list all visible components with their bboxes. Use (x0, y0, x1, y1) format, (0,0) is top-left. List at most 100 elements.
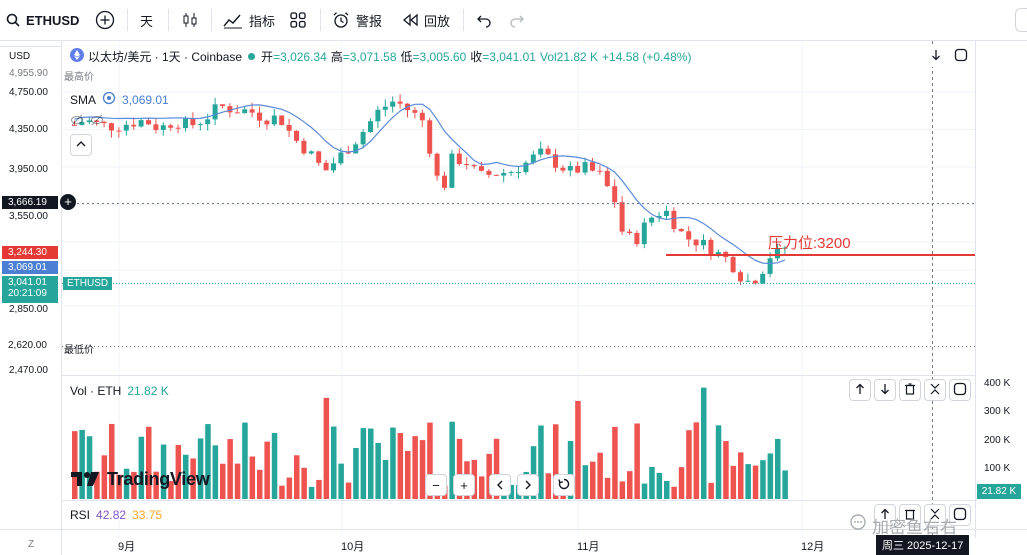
pane-divider[interactable] (62, 375, 975, 376)
move-pane-up-button[interactable] (849, 379, 871, 401)
side-panel-handle[interactable] (1015, 8, 1027, 32)
sma-legend[interactable]: SMA 3,069.01 (70, 91, 169, 108)
candle (449, 149, 455, 189)
pane-divider[interactable] (62, 500, 975, 501)
indicators-button[interactable]: 指标 (223, 0, 275, 40)
volume-bar (123, 468, 130, 499)
chart-canvas[interactable] (62, 41, 975, 538)
zoom-in-button[interactable]: + (453, 474, 475, 496)
volume-bar (345, 482, 352, 499)
volume-bar (530, 446, 537, 499)
candle (212, 97, 218, 126)
candle (419, 109, 425, 127)
price-tick: 4,750.00 (9, 87, 48, 98)
volume-bar (308, 486, 315, 499)
close-label: 收 (470, 50, 483, 64)
candle (368, 118, 373, 133)
reset-chart-button[interactable] (553, 474, 575, 496)
candle (86, 117, 92, 125)
rsi-maximize-button[interactable] (949, 504, 971, 526)
visibility-icon[interactable] (102, 91, 116, 108)
toolbar-divider (463, 9, 464, 31)
candle (767, 252, 773, 278)
legend-title[interactable]: 以太坊/美元 · 1天 · Coinbase (88, 50, 243, 64)
arrow-up-icon (855, 383, 865, 398)
candle (109, 122, 114, 138)
alert-button[interactable]: 警报 (332, 0, 382, 40)
candle (382, 99, 388, 117)
maximize-icon (953, 382, 967, 399)
tradingview-watermark[interactable]: TradingView (71, 469, 210, 490)
maximize-volume-button[interactable] (949, 379, 971, 401)
symbol-search[interactable]: ETHUSD (6, 0, 79, 40)
low-price-label: 2,620.00 (2, 339, 58, 352)
axis-divider (0, 46, 62, 47)
arrow-down-icon (931, 49, 941, 64)
volume-last-tag: 21.82 K (977, 484, 1021, 499)
add-plus-icon[interactable]: + (60, 194, 76, 210)
candle (308, 150, 314, 155)
volume-bar (338, 463, 344, 499)
rsi-legend[interactable]: RSI 42.82 33.75 (70, 508, 162, 522)
scroll-right-button[interactable] (517, 474, 539, 496)
top-toolbar: ETHUSD 天 指标 警报 回放 (0, 0, 1027, 41)
candle (471, 163, 477, 169)
candle (671, 207, 677, 233)
volume-bar (745, 464, 751, 499)
volume-bar (456, 438, 463, 499)
candle (72, 120, 77, 126)
volume-bar (205, 424, 211, 499)
high-price-tag: 最高价 (64, 72, 94, 83)
candle (538, 141, 544, 158)
layouts-button[interactable] (289, 0, 307, 40)
log-scale-button[interactable]: Z (28, 539, 35, 550)
collapse-legend-button[interactable] (70, 134, 92, 156)
search-icon (6, 13, 20, 27)
volume-value: 21.82 K (127, 384, 169, 398)
volume-label: Vol · ETH (70, 384, 122, 398)
interval-button[interactable]: 天 (140, 0, 153, 40)
reset-icon (558, 478, 570, 493)
price-tick: 3,550.00 (9, 211, 48, 222)
resistance-annotation[interactable]: 压力位:3200 (768, 235, 851, 252)
volume-legend[interactable]: Vol · ETH 21.82 K (70, 384, 169, 398)
volume-tick: 300 K (984, 406, 1011, 417)
currency-label[interactable]: USD (9, 51, 31, 62)
move-pane-down-button[interactable] (874, 379, 896, 401)
volume-bar (234, 463, 241, 499)
candle (197, 122, 203, 131)
arrow-down-icon (880, 383, 890, 398)
volume-bar (294, 455, 300, 499)
candle (708, 237, 714, 261)
indicators-label: 指标 (249, 13, 276, 29)
volume-bar (331, 426, 337, 499)
candle (530, 150, 536, 165)
zoom-out-button[interactable]: − (425, 474, 447, 496)
maximize-pane-button[interactable] (950, 45, 972, 67)
delete-pane-button[interactable] (899, 379, 921, 401)
redo-button[interactable] (509, 0, 525, 40)
volume-bar (767, 453, 774, 499)
collapse-pane-button[interactable] (924, 379, 946, 401)
hidden-indicator-row[interactable] (70, 113, 104, 130)
candle (701, 234, 706, 250)
replay-button[interactable]: 回放 (402, 0, 450, 40)
rsi-collapse-button[interactable] (924, 504, 946, 526)
volume-bar (715, 425, 722, 499)
candle (242, 106, 248, 114)
volume-bar (183, 454, 189, 499)
volume-bar (227, 439, 233, 499)
undo-button[interactable] (476, 0, 492, 40)
rsi-up-button[interactable] (874, 504, 896, 526)
compare-button[interactable] (95, 0, 115, 40)
candle (649, 216, 655, 227)
pane-down-button[interactable] (925, 45, 947, 67)
chart-type-button[interactable] (181, 0, 199, 40)
candle (427, 117, 433, 158)
scroll-left-button[interactable] (489, 474, 511, 496)
candle (279, 115, 285, 126)
candle (604, 168, 610, 187)
candle (619, 195, 625, 235)
candle (131, 117, 137, 130)
rsi-delete-button[interactable] (899, 504, 921, 526)
